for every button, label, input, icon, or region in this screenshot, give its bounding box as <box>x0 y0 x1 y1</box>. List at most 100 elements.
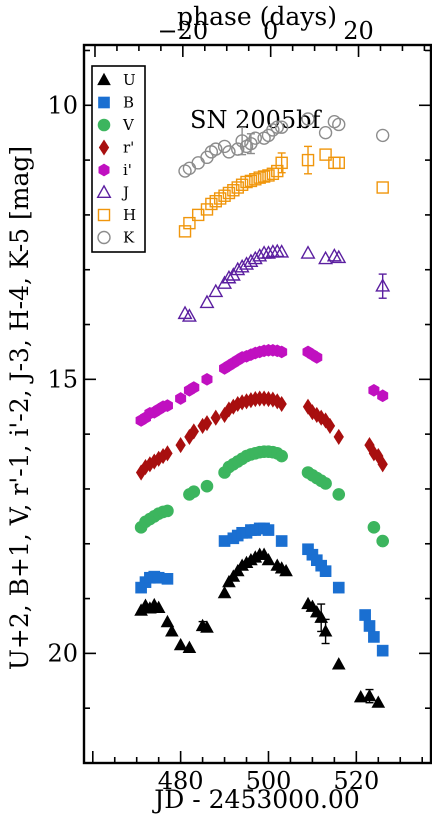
data-point <box>217 585 232 599</box>
legend-label: U <box>123 71 136 89</box>
data-point <box>235 178 249 191</box>
data-point <box>162 445 173 462</box>
data-point <box>201 415 213 432</box>
y-tick-label: 15 <box>47 365 78 393</box>
legend-item-u: U <box>97 71 136 89</box>
legend-label: r' <box>123 139 134 157</box>
series-k <box>178 112 390 178</box>
data-point <box>319 148 332 161</box>
error-bar <box>365 688 374 704</box>
data-point <box>182 640 197 654</box>
data-point <box>187 485 201 498</box>
data-point <box>262 169 275 182</box>
data-point <box>175 437 186 454</box>
data-point <box>377 389 389 403</box>
data-point <box>208 283 224 298</box>
data-point <box>173 637 188 651</box>
x-tick-label: 500 <box>246 767 292 795</box>
data-point <box>319 565 332 577</box>
data-point <box>368 631 380 643</box>
plot-frame <box>82 43 432 765</box>
data-point <box>151 600 166 613</box>
x-axis-title: JD - 2453000.00 <box>151 785 360 814</box>
data-point <box>248 131 263 145</box>
data-point <box>183 216 196 230</box>
y-axis-title: U+2, B+1, V, r'-1, i'-2, J-3, H-4, K-5 [… <box>5 146 34 670</box>
series-ip <box>135 343 389 427</box>
legend-marker <box>98 96 110 109</box>
legend-marker <box>96 184 112 199</box>
y-tick-label: 10 <box>47 91 78 119</box>
x-tick-label: 480 <box>158 767 204 795</box>
data-marks <box>134 112 391 708</box>
data-point <box>221 269 237 284</box>
error-bar <box>304 145 313 175</box>
data-point <box>231 142 245 156</box>
data-point <box>270 120 284 134</box>
data-point <box>191 156 205 170</box>
data-point <box>324 417 336 434</box>
data-point <box>318 250 334 265</box>
error-bar <box>321 618 330 645</box>
data-point <box>222 145 236 159</box>
legend-item-rp: r' <box>98 139 134 157</box>
error-bar <box>238 126 247 156</box>
data-point <box>320 412 331 429</box>
series-v <box>134 445 389 548</box>
data-point <box>332 488 346 501</box>
data-point <box>326 247 342 262</box>
legend-item-h: H <box>97 206 136 224</box>
legend-marker <box>97 72 111 86</box>
error-bar <box>317 603 326 633</box>
data-point <box>249 173 262 186</box>
legend-label: V <box>122 116 135 134</box>
legend-marker <box>98 163 110 177</box>
axes: 480 500 520 −20 0 20 10 15 20 <box>47 17 432 795</box>
data-point <box>377 456 388 473</box>
legend-label: i' <box>123 161 132 179</box>
data-point <box>200 479 214 493</box>
legend-item-b: B <box>98 94 134 112</box>
series-j <box>177 243 391 322</box>
data-point <box>199 294 215 309</box>
legend-item-k: K <box>97 229 135 247</box>
data-point <box>201 372 213 386</box>
legend-label: H <box>123 206 136 224</box>
data-point <box>178 164 192 178</box>
data-point <box>376 534 389 548</box>
sn-name-annotation: SN 2005bf <box>190 106 323 134</box>
data-point <box>327 115 342 129</box>
data-point <box>260 245 276 259</box>
data-point <box>363 620 376 632</box>
data-point <box>262 524 275 536</box>
legend-box <box>91 65 146 253</box>
data-point <box>181 308 197 322</box>
data-point <box>257 170 271 183</box>
data-point <box>188 423 199 440</box>
x2-tick-label: 20 <box>343 17 374 45</box>
data-point <box>261 552 276 566</box>
error-bar <box>277 152 286 174</box>
data-point <box>160 614 175 628</box>
legend-label: J <box>121 184 129 202</box>
data-point <box>165 624 179 637</box>
data-point <box>161 399 173 412</box>
data-point <box>209 142 223 156</box>
data-point <box>253 171 266 184</box>
data-point <box>274 244 290 258</box>
data-point <box>200 620 214 633</box>
data-point <box>276 395 287 413</box>
error-bars <box>198 126 387 704</box>
data-point <box>188 381 200 394</box>
series-b <box>135 522 389 657</box>
data-point <box>210 409 221 426</box>
legend-item-j: J <box>96 184 129 202</box>
legend-item-v: V <box>97 116 135 134</box>
x2-axis-title: phase (days) <box>177 2 337 31</box>
error-bar <box>246 133 255 155</box>
legend-label: B <box>123 94 134 112</box>
data-point <box>367 521 381 534</box>
data-point <box>279 563 293 577</box>
